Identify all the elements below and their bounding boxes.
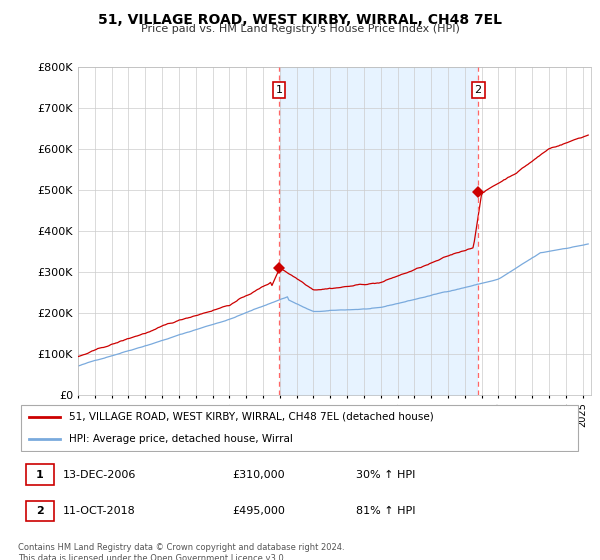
Text: Price paid vs. HM Land Registry's House Price Index (HPI): Price paid vs. HM Land Registry's House … [140, 24, 460, 34]
Text: 1: 1 [36, 470, 44, 479]
Text: 2: 2 [475, 85, 482, 95]
Text: £310,000: £310,000 [232, 470, 285, 479]
Text: 11-OCT-2018: 11-OCT-2018 [63, 506, 136, 516]
FancyBboxPatch shape [21, 405, 578, 450]
Text: 1: 1 [275, 85, 283, 95]
FancyBboxPatch shape [26, 501, 53, 521]
Text: 51, VILLAGE ROAD, WEST KIRBY, WIRRAL, CH48 7EL: 51, VILLAGE ROAD, WEST KIRBY, WIRRAL, CH… [98, 13, 502, 27]
Text: 81% ↑ HPI: 81% ↑ HPI [356, 506, 416, 516]
Text: 30% ↑ HPI: 30% ↑ HPI [356, 470, 416, 479]
Text: HPI: Average price, detached house, Wirral: HPI: Average price, detached house, Wirr… [69, 434, 293, 444]
Text: 51, VILLAGE ROAD, WEST KIRBY, WIRRAL, CH48 7EL (detached house): 51, VILLAGE ROAD, WEST KIRBY, WIRRAL, CH… [69, 412, 434, 422]
Text: £495,000: £495,000 [232, 506, 285, 516]
Text: Contains HM Land Registry data © Crown copyright and database right 2024.
This d: Contains HM Land Registry data © Crown c… [18, 543, 344, 560]
Text: 13-DEC-2006: 13-DEC-2006 [63, 470, 136, 479]
FancyBboxPatch shape [26, 464, 53, 485]
Text: 2: 2 [36, 506, 44, 516]
